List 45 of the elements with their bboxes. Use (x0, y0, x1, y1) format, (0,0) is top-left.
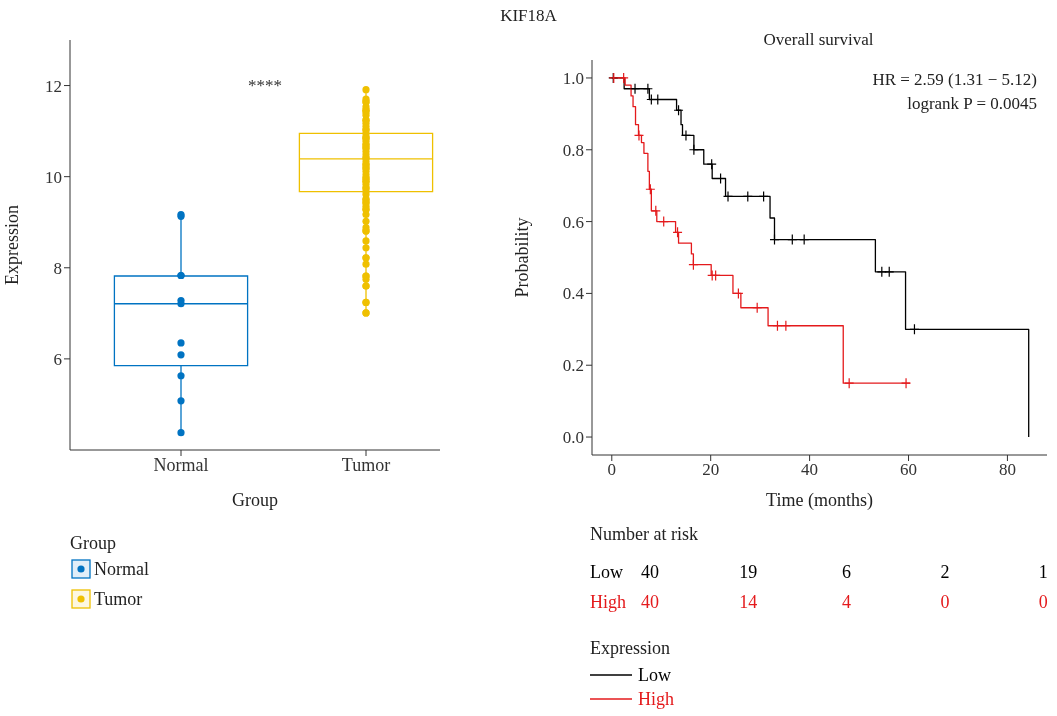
legend-label: Low (638, 664, 671, 686)
x-tick-label: Normal (153, 454, 209, 475)
y-tick-label: 0.4 (562, 284, 585, 304)
chart-title: Overall survival (762, 30, 875, 50)
text: 0 (939, 592, 951, 613)
legend-label: High (638, 688, 674, 710)
text: 0 (1037, 592, 1049, 613)
annotation: HR = 2.59 (1.31 − 5.12) (872, 69, 1037, 91)
x-tick-label: 60 (900, 460, 918, 480)
text: 14 (738, 592, 759, 613)
text: 6 (841, 562, 853, 583)
text: 1 (1037, 562, 1049, 583)
annotation: **** (248, 76, 282, 96)
legend-label: Tumor (94, 588, 143, 610)
y-tick-label: 8 (53, 258, 62, 278)
text: 40 (640, 562, 660, 583)
x-axis-title: Group (232, 490, 278, 510)
legend-label: Normal (94, 558, 149, 580)
x-tick-label: 40 (801, 460, 819, 480)
text: 4 (841, 592, 853, 613)
text: High (590, 592, 626, 613)
x-axis-title: Time (months) (766, 490, 873, 511)
y-axis-title: Probability (512, 217, 533, 298)
y-tick-label: 12 (45, 76, 62, 96)
text: 2 (939, 562, 951, 583)
y-tick-label: 1.0 (562, 68, 584, 88)
text: Number at risk (590, 524, 698, 545)
annotation: logrank P = 0.0045 (906, 93, 1037, 115)
x-tick-label: 20 (702, 460, 720, 480)
text: Low (590, 562, 623, 583)
y-tick-label: 0.8 (562, 140, 584, 160)
text: KIF18A (499, 6, 558, 26)
y-tick-label: 10 (45, 167, 62, 187)
text: 40 (640, 592, 660, 613)
y-tick-label: 0.0 (562, 428, 584, 448)
x-tick-label: Tumor (341, 454, 391, 475)
y-axis-title: Expression (2, 205, 23, 285)
y-tick-label: 0.2 (562, 356, 584, 376)
x-tick-label: 0 (607, 460, 617, 480)
legend-title: Expression (590, 638, 671, 659)
y-tick-label: 0.6 (562, 212, 584, 232)
y-tick-label: 6 (53, 349, 62, 369)
legend-title: Group (70, 533, 117, 554)
x-tick-label: 80 (998, 460, 1016, 480)
text: 19 (738, 562, 759, 583)
